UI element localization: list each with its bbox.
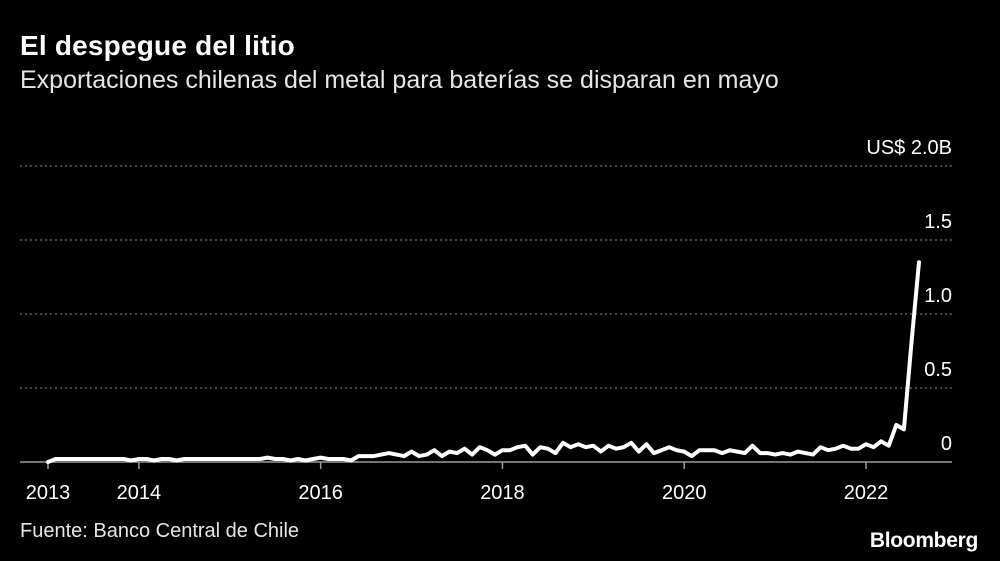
y-tick-label: 0 bbox=[941, 433, 952, 455]
x-tick-label: 2013 bbox=[26, 482, 71, 504]
x-tick-label: 2016 bbox=[298, 482, 343, 504]
y-axis-ticks: 0 0.5 1.0 1.5 US$ 2.0B bbox=[866, 137, 952, 455]
y-tick-label: 1.5 bbox=[924, 211, 952, 233]
x-tick-label: 2014 bbox=[117, 482, 162, 504]
y-tick-label: 0.5 bbox=[924, 359, 952, 381]
y-tick-label: 1.0 bbox=[924, 285, 952, 307]
chart-subtitle: Exportaciones chilenas del metal para ba… bbox=[20, 66, 779, 94]
source-note: Fuente: Banco Central de Chile bbox=[20, 520, 300, 542]
series-line bbox=[46, 260, 921, 464]
bloomberg-logo: Bloomberg bbox=[869, 529, 978, 552]
y-tick-label: US$ 2.0B bbox=[866, 137, 952, 159]
x-axis-ticks: 2013 2014 2016 2018 2020 2022 bbox=[26, 462, 889, 504]
x-tick-label: 2020 bbox=[662, 482, 707, 504]
series-layer bbox=[46, 260, 921, 464]
grid-lines bbox=[20, 165, 952, 463]
chart-title: El despegue del litio bbox=[20, 30, 295, 61]
x-tick-label: 2022 bbox=[844, 482, 889, 504]
x-tick-label: 2018 bbox=[480, 482, 525, 504]
